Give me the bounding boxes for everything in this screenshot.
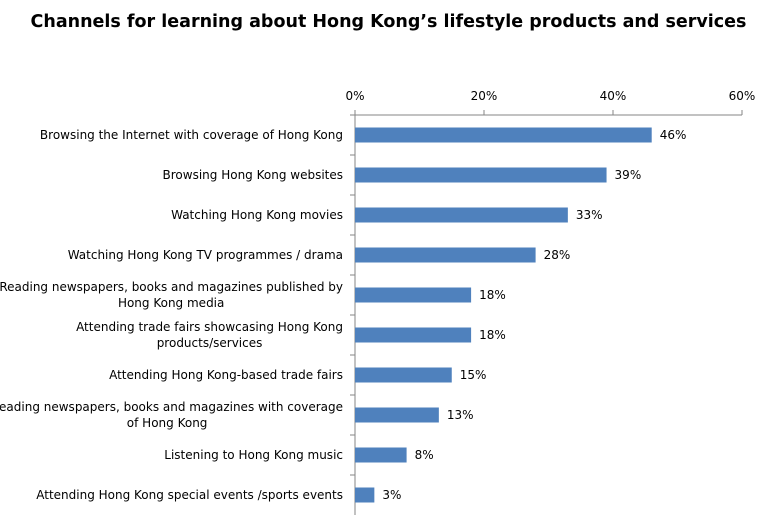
bar [355, 407, 439, 423]
bar [355, 207, 568, 223]
data-label: 18% [479, 288, 506, 302]
x-tick-label: 60% [729, 89, 756, 103]
bar [355, 247, 536, 263]
category-label: Browsing Hong Kong websites [163, 168, 343, 182]
bar [355, 167, 607, 183]
bar [355, 487, 375, 503]
bar [355, 327, 472, 343]
x-tick-label: 40% [600, 89, 627, 103]
category-label-line: Reading newspapers, books and magazines … [0, 280, 343, 294]
category-label-line: Reading newspapers, books and magazines … [0, 400, 343, 414]
category-label: Listening to Hong Kong music [164, 448, 343, 462]
category-label: Reading newspapers, books and magazines … [0, 280, 343, 310]
data-label: 39% [615, 168, 642, 182]
bar [355, 367, 452, 383]
category-label-line: Browsing the Internet with coverage of H… [40, 128, 343, 142]
category-label: Watching Hong Kong TV programmes / drama [68, 248, 343, 262]
x-tick-label: 20% [471, 89, 498, 103]
category-label-line: Browsing Hong Kong websites [163, 168, 343, 182]
data-label: 18% [479, 328, 506, 342]
bar [355, 287, 472, 303]
axis-layer: 0% 20% 40% 60% [345, 89, 755, 515]
data-label: 15% [460, 368, 487, 382]
category-label-line: Watching Hong Kong movies [171, 208, 343, 222]
bar [355, 127, 652, 143]
data-label: 8% [415, 448, 434, 462]
labels-layer: 46% Browsing the Internet with coverage o… [0, 128, 686, 502]
category-label: Browsing the Internet with coverage of H… [40, 128, 343, 142]
category-label-line: of Hong Kong [127, 416, 208, 430]
data-label: 13% [447, 408, 474, 422]
category-label-line: Watching Hong Kong TV programmes / drama [68, 248, 343, 262]
category-label-line: Attending trade fairs showcasing Hong Ko… [76, 320, 343, 334]
category-label: Attending Hong Kong special events /spor… [36, 488, 343, 502]
bars-layer [355, 127, 652, 503]
category-label: Attending trade fairs showcasing Hong Ko… [76, 320, 343, 350]
category-label-line: products/services [157, 336, 263, 350]
bar [355, 447, 407, 463]
data-label: 46% [660, 128, 687, 142]
category-label: Watching Hong Kong movies [171, 208, 343, 222]
data-label: 33% [576, 208, 603, 222]
category-label-line: Attending Hong Kong-based trade fairs [109, 368, 343, 382]
data-label: 28% [544, 248, 571, 262]
category-label-line: Listening to Hong Kong music [164, 448, 343, 462]
category-label-line: Attending Hong Kong special events /spor… [36, 488, 343, 502]
x-tick-label: 0% [345, 89, 364, 103]
category-label-line: Hong Kong media [118, 296, 224, 310]
data-label: 3% [382, 488, 401, 502]
chart-title: Channels for learning about Hong Kong’s … [30, 12, 747, 32]
category-label: Reading newspapers, books and magazines … [0, 400, 343, 430]
category-label: Attending Hong Kong-based trade fairs [109, 368, 343, 382]
